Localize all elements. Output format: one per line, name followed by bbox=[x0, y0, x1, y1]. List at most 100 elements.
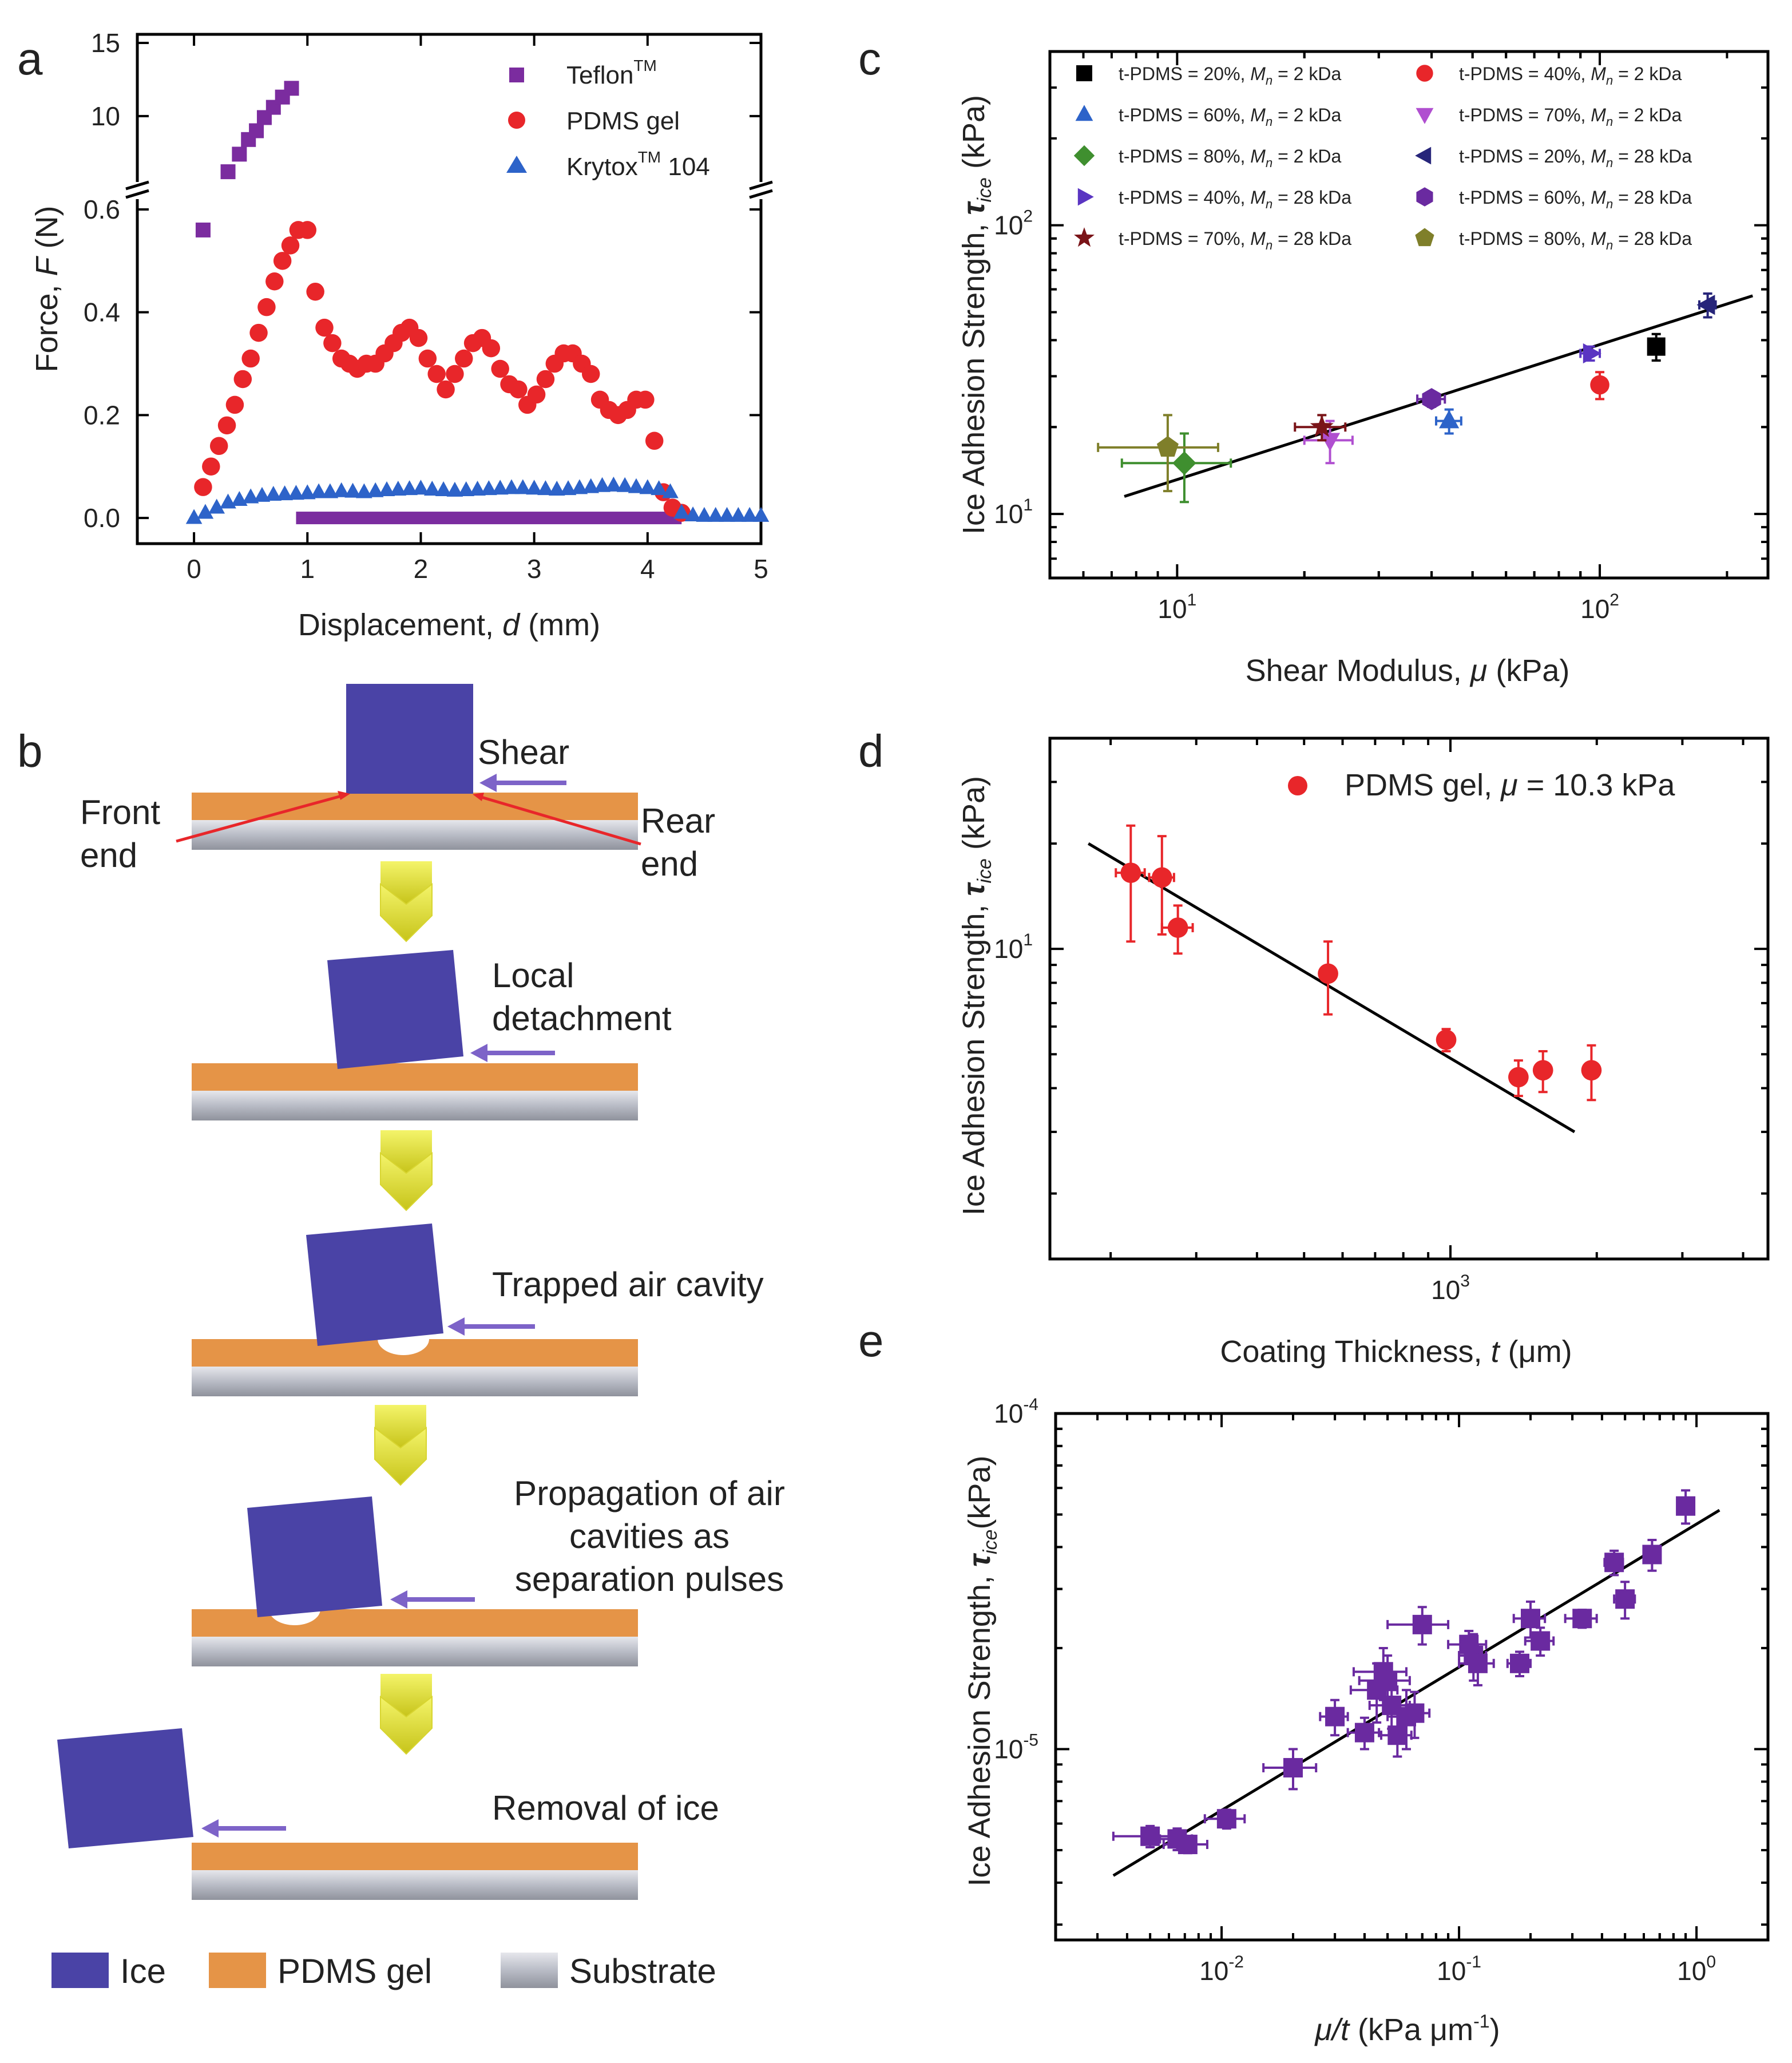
legend-marker bbox=[1416, 65, 1433, 82]
pdms-gel-point bbox=[536, 370, 555, 389]
pdms-gel-point bbox=[418, 349, 437, 368]
step-1-shear: Shear Front end Rear end bbox=[80, 684, 715, 883]
data-point bbox=[1387, 1725, 1408, 1745]
pdms-gel-point bbox=[202, 457, 220, 476]
pdms-gel-point bbox=[636, 390, 655, 409]
panel-d-legend: PDMS gel, μ = 10.3 kPa bbox=[1288, 768, 1675, 802]
data-point bbox=[1572, 1609, 1592, 1629]
legend-marker bbox=[1074, 227, 1095, 247]
teflon-point bbox=[220, 164, 236, 180]
legend-marker bbox=[1415, 146, 1432, 165]
legend-gel-swatch bbox=[209, 1953, 266, 1988]
legend-marker bbox=[1077, 188, 1094, 206]
legend-substrate-label: Substrate bbox=[569, 1952, 716, 1990]
legend-label: t-PDMS = 40%, Mn = 2 kDa bbox=[1459, 64, 1682, 88]
label-local-1: Local bbox=[492, 956, 574, 995]
legend-pdms-gel-marker bbox=[1288, 776, 1307, 795]
label-trapped: Trapped air cavity bbox=[492, 1265, 764, 1304]
krytox-point bbox=[367, 482, 384, 497]
krytox-point bbox=[310, 483, 327, 498]
krytox-point bbox=[639, 479, 656, 494]
data-point bbox=[1615, 1589, 1635, 1609]
data-point bbox=[1325, 1706, 1345, 1727]
panel-c-ylabel: Ice Adhesion Strength, τice (kPa) bbox=[957, 95, 996, 534]
ice-block-4 bbox=[247, 1496, 382, 1617]
x-tick-label: 103 bbox=[1431, 1272, 1470, 1305]
y-tick-label: 102 bbox=[994, 207, 1033, 240]
krytox-point bbox=[707, 506, 724, 522]
krytox-point bbox=[696, 506, 713, 522]
data-point bbox=[1422, 388, 1441, 410]
panel-c-xlabel: Shear Modulus, μ (kPa) bbox=[1246, 654, 1570, 688]
krytox-point bbox=[560, 480, 577, 496]
x-tick-label: 100 bbox=[1677, 1953, 1716, 1986]
krytox-point bbox=[423, 481, 441, 496]
label-rear-end-2: end bbox=[641, 845, 698, 883]
fit-line bbox=[1087, 842, 1576, 1134]
panel-c-legend: t-PDMS = 20%, Mn = 2 kDa t-PDMS = 40%, Mn… bbox=[1073, 64, 1692, 252]
pdms-gel-point bbox=[437, 380, 455, 399]
data-point bbox=[1531, 1631, 1551, 1651]
data-point bbox=[1521, 1609, 1540, 1629]
pdms-gel-point bbox=[315, 318, 334, 337]
ice-block-1 bbox=[346, 684, 473, 794]
legend-teflon-label: TeflonTM bbox=[566, 57, 657, 89]
krytox-point bbox=[356, 483, 372, 498]
pdms-gel-point bbox=[194, 478, 212, 496]
axis-break-left bbox=[125, 180, 149, 199]
ice-block-5 bbox=[57, 1728, 193, 1848]
krytox-point bbox=[673, 504, 690, 519]
pdms-gel-point bbox=[281, 236, 300, 255]
pdms-gel-point bbox=[1120, 862, 1141, 884]
data-point bbox=[1583, 343, 1601, 364]
pdms-gel-point bbox=[1436, 1029, 1457, 1050]
shear-arrow-3-head bbox=[447, 1317, 465, 1336]
legend-label: t-PDMS = 80%, Mn = 28 kDa bbox=[1459, 228, 1692, 252]
ice-block-3 bbox=[306, 1223, 443, 1346]
data-point bbox=[1216, 1809, 1236, 1829]
shear-arrow-4-head bbox=[390, 1590, 407, 1609]
legend-label: t-PDMS = 70%, Mn = 28 kDa bbox=[1119, 228, 1351, 252]
krytox-point bbox=[220, 493, 236, 509]
pdms-gel-point bbox=[427, 365, 446, 383]
pdms-gel-point bbox=[249, 323, 268, 342]
data-point bbox=[1412, 1614, 1432, 1634]
ice-block-2 bbox=[327, 950, 463, 1069]
data-point bbox=[1140, 1826, 1160, 1846]
panel-e-ylabel: Ice Adhesion Strength, τice(kPa) bbox=[962, 1456, 1001, 1887]
panel-e-chart: 10-2 10-1 100 10-5 10-4 μ/t (kPa μm-1) Ice A… bbox=[962, 1395, 1770, 2047]
krytox-point bbox=[594, 477, 610, 492]
panel-d-ylabel: Ice Adhesion Strength, τice (kPa) bbox=[957, 776, 996, 1215]
legend-marker bbox=[1416, 187, 1433, 207]
data-point bbox=[1178, 1835, 1198, 1855]
data-point bbox=[1510, 1653, 1530, 1673]
legend-label: t-PDMS = 60%, Mn = 2 kDa bbox=[1119, 105, 1341, 129]
krytox-point bbox=[333, 482, 350, 497]
pdms-gel-point bbox=[1167, 917, 1188, 938]
pdms-gel-point bbox=[455, 349, 473, 368]
legend-pdms-marker bbox=[508, 112, 525, 129]
rear-end-pointer-head bbox=[473, 793, 484, 801]
legend-marker bbox=[1075, 105, 1093, 121]
legend-krytox-label: KrytoxTM 104 bbox=[566, 148, 710, 181]
pdms-gel-point bbox=[491, 359, 509, 378]
teflon-point bbox=[284, 81, 299, 96]
label-propagation-3: separation pulses bbox=[515, 1560, 784, 1598]
substrate-layer-2 bbox=[192, 1091, 638, 1120]
krytox-point bbox=[571, 479, 588, 494]
pdms-gel-point bbox=[298, 221, 317, 239]
pdms-gel-point bbox=[509, 380, 528, 399]
shear-arrow-1-head bbox=[479, 774, 497, 792]
data-point bbox=[1696, 295, 1715, 315]
krytox-point bbox=[322, 483, 339, 498]
krytox-point bbox=[662, 483, 679, 498]
data-point bbox=[1354, 1723, 1374, 1743]
panel-a-ylabel: Force, F (N) bbox=[30, 205, 64, 372]
pdms-gel-point bbox=[257, 298, 276, 316]
label-local-2: detachment bbox=[492, 999, 672, 1038]
panel-e-xlabel: μ/t (kPa μm-1) bbox=[1314, 2011, 1500, 2047]
panel-a-frame bbox=[136, 33, 763, 545]
krytox-point bbox=[401, 480, 418, 496]
chevron-down-icon bbox=[380, 1130, 433, 1211]
